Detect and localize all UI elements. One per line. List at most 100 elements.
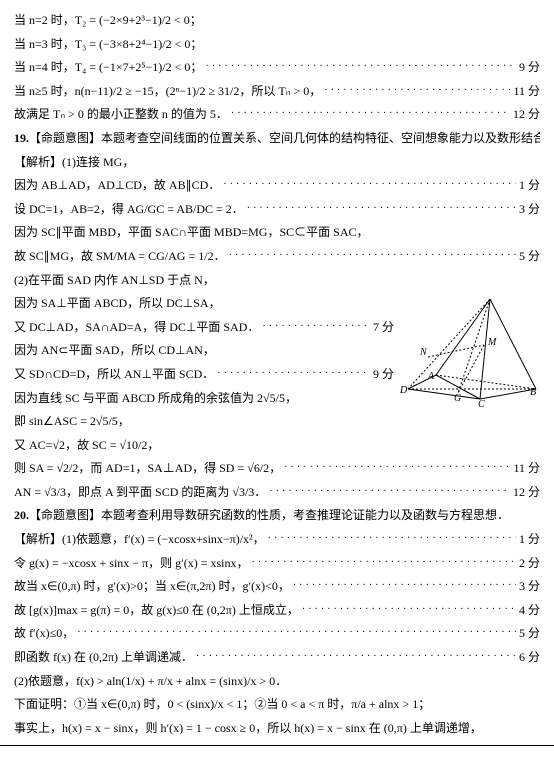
dot-leader [284,460,510,472]
content-line: 当 n=3 时，T₃ = (−3×8+2⁴−1)/2 < 0； [14,34,540,56]
dot-leader [77,625,516,637]
dot-leader [252,555,516,567]
line-text: 当 n=3 时，T₃ = (−3×8+2⁴−1)/2 < 0； [14,34,202,56]
line-text: 故 SC∥MG，故 SM/MA = CG/AG = 1/2． [14,246,226,268]
content-line: (2)在平面 SAD 内作 AN⊥SD 于点 N， [14,270,540,292]
score-label: 11 分 [513,458,540,480]
question-number: 19. [14,128,29,150]
score-label: 9 分 [373,364,394,386]
line-text: 故 f′(x)≤0， [14,623,74,645]
score-label: 1 分 [519,175,540,197]
content-line: 则 SA = √2/2，而 AD=1，SA⊥AD，得 SD = √6/2， 11 … [14,458,540,480]
line-text: 即 sin∠ASC = 2√5/5， [14,411,130,433]
content-line: 当 n=2 时，T₂ = (−2×9+2³−1)/2 < 0； [14,10,540,32]
content-line: 当 n≥5 时，n(n−11)/2 ≥ −15，(2ⁿ−1)/2 ≥ 31/2，… [14,81,540,103]
line-text: 又 AC=√2，故 SC = √10/2， [14,435,159,457]
score-label: 2 分 [519,553,540,575]
content-line: 当 n=4 时，T₄ = (−1×7+2⁵−1)/2 < 0； 9 分 [14,57,540,79]
line-text: 故 [g(x)]max = g(π) = 0，故 g(x)≤0 在 (0,2π)… [14,600,299,622]
score-label: 12 分 [513,104,540,126]
dot-leader [324,83,510,95]
score-label: 9 分 [519,57,540,79]
dot-leader [196,649,516,661]
dot-leader [269,484,510,496]
line-text: 故当 x∈(0,π) 时，g′(x)>0；当 x∈(π,2π) 时，g′(x)<… [14,576,290,598]
svg-text:D: D [400,385,408,396]
svg-text:N: N [419,347,428,358]
score-label: 5 分 [519,623,540,645]
line-text: 【解析】(1)连接 MG， [14,152,134,174]
content-line: 设 DC=1，AB=2，得 AG/GC = AB/DC = 2． 3 分 [14,199,540,221]
content-line: 因为直线 SC 与平面 ABCD 所成角的余弦值为 2√5/5， [14,388,394,410]
dot-leader [268,531,516,543]
score-label: 3 分 [519,199,540,221]
line-text: 当 n=4 时，T₄ = (−1×7+2⁵−1)/2 < 0； [14,57,202,79]
content-line: AN = √3/3，即点 A 到平面 SCD 的距离为 √3/3． 12 分 [14,482,540,504]
dot-leader [217,366,370,378]
question-number: 20. [14,505,29,527]
content-line: 【解析】(1)依题意，f′(x) = (−xcosx+sinx−π)/x²， 1 … [14,529,540,551]
line-text: 令 g(x) = −xcosx + sinx − π，则 g′(x) = xsi… [14,553,249,575]
svg-text:B: B [530,387,536,398]
line-text: 又 SD∩CD=D，所以 AN⊥平面 SCD． [14,364,214,386]
line-text: 即函数 f(x) 在 (0,2π) 上单调递减． [14,647,193,669]
content-line: 因为 SC∥平面 MBD，平面 SAC∩平面 MBD=MG，SC⊂平面 SAC， [14,222,540,244]
content-line: 又 SD∩CD=D，所以 AN⊥平面 SCD． 9 分 [14,364,394,386]
line-text: 又 DC⊥AD，SA∩AD=A，得 DC⊥平面 SAD． [14,317,259,339]
line-text: 则 SA = √2/2，而 AD=1，SA⊥AD，得 SD = √6/2， [14,458,281,480]
content-line: 下面证明：①当 x∈(0,π) 时，0 < (sinx)/x < 1；②当 0 … [14,694,540,716]
dot-leader [223,177,516,189]
line-text: 当 n=2 时，T₂ = (−2×9+2³−1)/2 < 0； [14,10,202,32]
line-text: 因为 AB⊥AD，AD⊥CD，故 AB∥CD． [14,175,220,197]
dot-leader [231,106,510,118]
line-text: 当 n≥5 时，n(n−11)/2 ≥ −15，(2ⁿ−1)/2 ≥ 31/2，… [14,81,321,103]
score-label: 5 分 [519,246,540,268]
content-line: 又 AC=√2，故 SC = √10/2， [14,435,540,457]
dot-leader [229,248,516,260]
line-text: (2)依题意，f(x) > aln(1/x) + π/x + alnx = (s… [14,671,287,693]
pyramid-diagram: S A B C D N M G [400,297,540,412]
content-line: 因为 AB⊥AD，AD⊥CD，故 AB∥CD． 1 分 [14,175,540,197]
svg-text:S: S [492,297,497,300]
line-text: 因为 AN⊂平面 SAD，所以 CD⊥AN， [14,340,215,362]
score-label: 12 分 [513,482,540,504]
line-text: 20.【命题意图】本题考查利用导数研究函数的性质，考查推理论证能力以及函数与方程… [14,505,509,527]
line-text: 设 DC=1，AB=2，得 AG/GC = AB/DC = 2． [14,199,244,221]
line-text: 19.【命题意图】本题考查空间线面的位置关系、空间几何体的结构特征、空间想象能力… [14,128,540,150]
line-text: (2)在平面 SAD 内作 AN⊥SD 于点 N， [14,270,215,292]
score-label: 4 分 [519,600,540,622]
content-line: 19.【命题意图】本题考查空间线面的位置关系、空间几何体的结构特征、空间想象能力… [14,128,540,150]
svg-text:M: M [487,337,497,348]
content-line: 因为 SA⊥平面 ABCD，所以 DC⊥SA， [14,293,394,315]
line-text: 事实上，h(x) = x − sinx，则 h′(x) = 1 − cosx ≥… [14,718,482,740]
svg-text:A: A [427,371,435,382]
svg-text:C: C [478,399,485,410]
line-text: AN = √3/3，即点 A 到平面 SCD 的距离为 √3/3． [14,482,266,504]
content-line: 故 f′(x)≤0， 5 分 [14,623,540,645]
content-line: 故 SC∥MG，故 SM/MA = CG/AG = 1/2． 5 分 [14,246,540,268]
line-text: 【解析】(1)依题意，f′(x) = (−xcosx+sinx−π)/x²， [14,529,265,551]
content-line: 即函数 f(x) 在 (0,2π) 上单调递减．6 分 [14,647,540,669]
dot-leader [262,319,370,331]
score-label: 1 分 [519,529,540,551]
dot-leader [205,59,516,71]
dot-leader [293,578,516,590]
line-text: 因为 SC∥平面 MBD，平面 SAC∩平面 MBD=MG，SC⊂平面 SAC， [14,222,369,244]
content-line: 故满足 Tₙ > 0 的最小正整数 n 的值为 5． 12 分 [14,104,540,126]
score-label: 3 分 [519,576,540,598]
line-text: 故满足 Tₙ > 0 的最小正整数 n 的值为 5． [14,104,228,126]
content-line: 20.【命题意图】本题考查利用导数研究函数的性质，考查推理论证能力以及函数与方程… [14,505,540,527]
line-text: 因为直线 SC 与平面 ABCD 所成角的余弦值为 2√5/5， [14,388,297,410]
dot-leader [302,602,516,614]
content-line: 【解析】(1)连接 MG， [14,152,540,174]
content-line: 事实上，h(x) = x − sinx，则 h′(x) = 1 − cosx ≥… [14,718,540,740]
line-text: 因为 SA⊥平面 ABCD，所以 DC⊥SA， [14,293,221,315]
content-line: (2)依题意，f(x) > aln(1/x) + π/x + alnx = (s… [14,671,540,693]
content-line: 故 [g(x)]max = g(π) = 0，故 g(x)≤0 在 (0,2π)… [14,600,540,622]
content-line: 令 g(x) = −xcosx + sinx − π，则 g′(x) = xsi… [14,553,540,575]
score-label: 11 分 [513,81,540,103]
line-text: 下面证明：①当 x∈(0,π) 时，0 < (sinx)/x < 1；②当 0 … [14,694,430,716]
svg-text:G: G [454,393,461,404]
dot-leader [247,201,516,213]
content-line: 故当 x∈(0,π) 时，g′(x)>0；当 x∈(π,2π) 时，g′(x)<… [14,576,540,598]
